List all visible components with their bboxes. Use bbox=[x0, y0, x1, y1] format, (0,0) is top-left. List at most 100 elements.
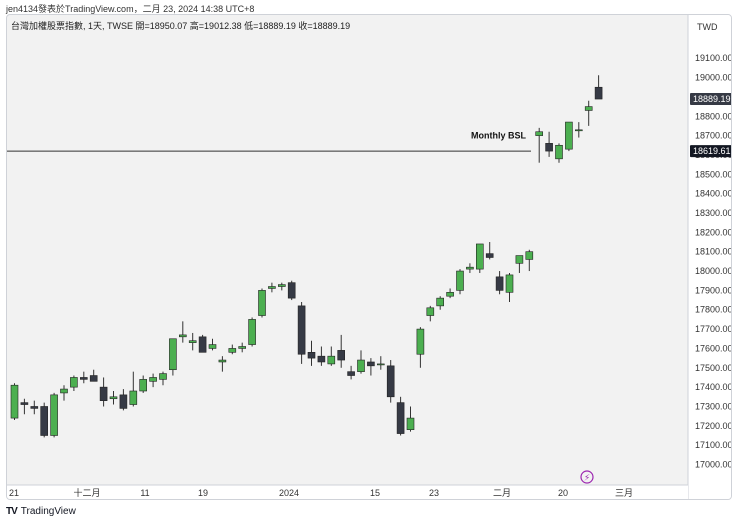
y-tick-label: 17900.00 bbox=[695, 285, 732, 295]
y-tick-label: 17400.00 bbox=[695, 382, 732, 392]
candle bbox=[456, 269, 464, 295]
y-tick-label: 17700.00 bbox=[695, 324, 732, 334]
candle bbox=[179, 321, 187, 343]
candle bbox=[70, 375, 78, 391]
y-tick-label: 18200.00 bbox=[695, 227, 732, 237]
candle bbox=[367, 358, 375, 376]
time-scale-bg bbox=[7, 485, 688, 499]
x-tick-label: 23 bbox=[429, 488, 439, 498]
x-tick-label: 2024 bbox=[279, 488, 299, 498]
candle bbox=[99, 377, 108, 407]
candle bbox=[169, 338, 177, 376]
candle bbox=[268, 282, 276, 293]
candle bbox=[159, 371, 167, 386]
event-marker[interactable]: ⚡ bbox=[580, 470, 594, 484]
annotation-label: Monthly BSL bbox=[471, 131, 526, 141]
candle bbox=[238, 342, 246, 353]
y-tick-label: 18100.00 bbox=[695, 247, 732, 257]
candle bbox=[495, 271, 504, 295]
brand[interactable]: TV TradingView bbox=[6, 506, 76, 517]
candle bbox=[208, 338, 217, 351]
y-tick-label: 18400.00 bbox=[695, 189, 732, 199]
candle bbox=[30, 400, 39, 415]
candle bbox=[505, 272, 514, 302]
candle bbox=[485, 242, 494, 260]
x-tick-label: 二月 bbox=[493, 488, 511, 498]
candle bbox=[594, 75, 603, 100]
last-price-badge: 18889.19 bbox=[690, 93, 731, 106]
candle bbox=[149, 373, 157, 388]
x-tick-label: 21 bbox=[9, 488, 19, 498]
currency-label[interactable]: TWD bbox=[697, 22, 718, 32]
candle bbox=[89, 369, 98, 382]
candle bbox=[525, 249, 534, 272]
svg-text:18619.61: 18619.61 bbox=[693, 146, 731, 156]
candle bbox=[139, 375, 147, 393]
candle bbox=[228, 344, 237, 355]
candle bbox=[545, 131, 553, 157]
candle bbox=[406, 406, 415, 432]
x-tick-label: 11 bbox=[140, 488, 149, 498]
candle bbox=[386, 360, 395, 403]
candle bbox=[20, 398, 29, 415]
candle bbox=[574, 122, 583, 138]
brand-name: TradingView bbox=[20, 506, 76, 517]
candle bbox=[287, 280, 296, 301]
y-tick-label: 17300.00 bbox=[695, 401, 732, 411]
candle bbox=[80, 371, 88, 384]
chart-header: 台灣加權股票指數, 1天, TWSE 開=18950.07 高=19012.38… bbox=[11, 21, 351, 31]
y-tick-label: 17000.00 bbox=[695, 460, 732, 470]
candle bbox=[40, 402, 49, 438]
candle bbox=[60, 385, 68, 401]
chart-canvas[interactable]: Monthly BSL 17000.00 17100.00 17200.00 1730… bbox=[7, 15, 732, 500]
y-tick-label: 17100.00 bbox=[695, 440, 732, 450]
candle bbox=[109, 391, 118, 405]
candle bbox=[584, 100, 593, 126]
candle bbox=[327, 346, 336, 366]
candles bbox=[10, 75, 603, 438]
y-tick-label: 18500.00 bbox=[695, 169, 732, 179]
candle bbox=[129, 371, 138, 407]
candle bbox=[535, 127, 544, 163]
tradingview-logo-icon: TV bbox=[6, 506, 18, 517]
candle bbox=[10, 383, 19, 421]
publish-caption: jen4134發表於TradingView.com，二月 23, 2024 14… bbox=[6, 4, 255, 14]
candle bbox=[475, 243, 484, 273]
level-price-badge: 18619.61 bbox=[690, 145, 731, 158]
y-tick-label: 18000.00 bbox=[695, 266, 732, 276]
chart-frame[interactable]: 台灣加權股票指數, 1天, TWSE 開=18950.07 高=19012.38… bbox=[6, 14, 732, 500]
y-tick-label: 17600.00 bbox=[695, 343, 732, 353]
y-tick-label: 17500.00 bbox=[695, 363, 732, 373]
x-tick-label: 三月 bbox=[615, 488, 633, 498]
candle bbox=[307, 340, 316, 366]
x-tick-label: 15 bbox=[370, 488, 380, 498]
y-tick-label: 18800.00 bbox=[695, 111, 732, 121]
y-tick-label: 19100.00 bbox=[695, 53, 732, 63]
candle bbox=[426, 305, 435, 322]
candle bbox=[50, 392, 58, 438]
candle bbox=[376, 356, 385, 370]
candle bbox=[357, 350, 365, 374]
candle bbox=[446, 288, 454, 299]
candle bbox=[565, 121, 573, 152]
candle bbox=[119, 389, 128, 411]
y-tick-label: 19000.00 bbox=[695, 73, 732, 83]
price-badges: 18889.19 18619.61 bbox=[690, 93, 731, 158]
candle bbox=[248, 317, 256, 347]
time-axis[interactable]: 21 十二月 11 19 2024 15 23 二月 20 三月 bbox=[9, 487, 633, 498]
candle bbox=[396, 396, 405, 436]
level-line-group: Monthly BSL bbox=[7, 131, 531, 152]
y-tick-label: 17800.00 bbox=[695, 305, 732, 315]
candle bbox=[317, 346, 326, 366]
x-tick-label: 19 bbox=[198, 488, 208, 498]
y-tick-label: 18300.00 bbox=[695, 208, 732, 218]
x-tick-label: 十二月 bbox=[73, 487, 100, 498]
candle bbox=[515, 255, 524, 273]
svg-text:18889.19: 18889.19 bbox=[693, 94, 731, 104]
candle bbox=[258, 288, 266, 318]
y-tick-label: 17200.00 bbox=[695, 421, 732, 431]
candle bbox=[347, 365, 355, 380]
lightning-icon: ⚡ bbox=[584, 473, 590, 483]
candle bbox=[218, 356, 227, 372]
x-tick-label: 20 bbox=[558, 488, 568, 498]
